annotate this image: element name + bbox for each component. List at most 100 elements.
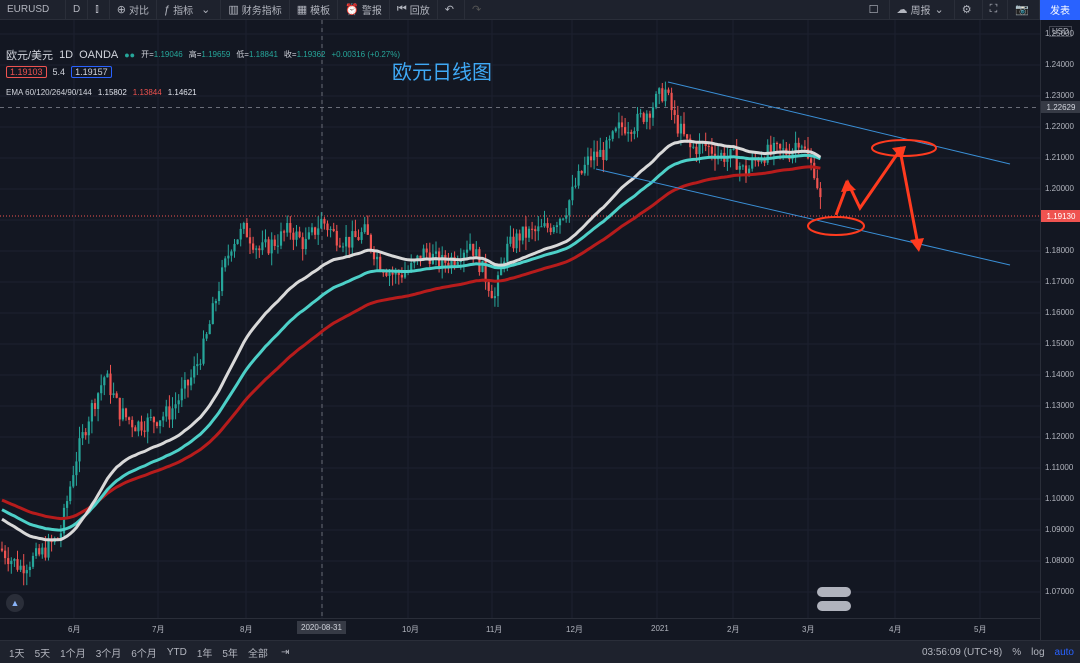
candle-body: [633, 131, 636, 134]
percent-toggle[interactable]: %: [1012, 646, 1022, 658]
fullscreen-button[interactable]: ⛶: [983, 0, 1009, 20]
range-button[interactable]: 5年: [222, 648, 238, 660]
ask-price-button[interactable]: 1.19157: [71, 65, 112, 78]
range-button[interactable]: 1天: [9, 648, 25, 660]
candle-body: [35, 548, 38, 556]
candle-body: [608, 138, 611, 141]
candle-body: [456, 262, 459, 265]
candle-body: [317, 228, 320, 235]
candle-body: [270, 239, 273, 254]
candle-body: [168, 406, 171, 420]
legend-pair[interactable]: 欧元/美元: [6, 49, 54, 62]
candle-body: [775, 142, 779, 145]
candle-body: [152, 417, 155, 423]
last-price-tag: 1.19130: [1041, 210, 1080, 222]
ema-indicator-label[interactable]: EMA 60/120/264/90/144: [6, 88, 92, 97]
bid-price-button[interactable]: 1.19103: [6, 65, 47, 78]
tradingview-logo[interactable]: ▲: [6, 594, 24, 612]
range-button[interactable]: YTD: [166, 646, 187, 658]
chart-pane[interactable]: 欧元/美元 1D OANDA ●● 开= 1.19046 高= 1.19659 低=…: [0, 20, 1040, 642]
redo-button[interactable]: ↷: [465, 0, 491, 20]
price-tick-label: 1.10000: [1045, 494, 1074, 503]
candle-body: [44, 547, 47, 558]
candle-body: [351, 231, 354, 248]
candle-body: [661, 88, 664, 102]
financials-button[interactable]: ▥ 财务指标: [221, 0, 290, 20]
candle-body: [295, 231, 298, 240]
candle-body: [329, 228, 332, 231]
candle-body: [394, 272, 397, 275]
candle-body: [388, 272, 391, 276]
candle-body: [397, 272, 400, 275]
candle-body: [732, 148, 735, 150]
candle-body: [134, 427, 137, 432]
candle-body: [605, 140, 608, 160]
templates-button[interactable]: ▦ 模板: [290, 0, 339, 20]
alert-button[interactable]: ⏰ 警报: [338, 0, 390, 20]
publish-button[interactable]: 发表: [1040, 0, 1080, 20]
candle-body: [320, 218, 323, 229]
candle-body: [568, 200, 571, 216]
visibility-icon[interactable]: ●●: [124, 49, 136, 60]
candle-body: [593, 151, 596, 161]
replay-button[interactable]: ⏮ 回放: [390, 0, 438, 20]
ema-fast-line: [1, 139, 822, 542]
range-button[interactable]: 3个月: [95, 648, 122, 660]
chart-legend: 欧元/美元 1D OANDA ●● 开= 1.19046 高= 1.19659 低=…: [6, 46, 406, 101]
chart-title-annotation[interactable]: 欧元日线图: [392, 60, 492, 84]
symbol-search[interactable]: EURUSD: [0, 0, 66, 20]
candle-body: [571, 186, 574, 201]
candle-body: [376, 256, 379, 260]
settings-button[interactable]: ⚙: [955, 0, 983, 20]
legend-broker: OANDA: [79, 48, 119, 61]
legend-quote-row: 1.19103 5.4 1.19157: [6, 63, 406, 80]
legend-low: 1.18841: [248, 50, 278, 59]
bar-style-button[interactable]: ⫾: [88, 0, 110, 20]
undo-button[interactable]: ↶: [438, 0, 465, 20]
event-markers[interactable]: [817, 587, 851, 617]
candle-body: [345, 236, 348, 247]
candle-body: [196, 364, 199, 367]
candle-body: [106, 373, 109, 378]
range-button[interactable]: 全部: [247, 648, 268, 660]
candle-body: [109, 373, 112, 396]
candle-body: [391, 272, 394, 275]
candle-body: [357, 237, 360, 240]
chevron-down-icon: ⌄: [934, 4, 944, 16]
range-button[interactable]: 1个月: [60, 648, 86, 660]
candle-body: [651, 107, 655, 118]
clock-display[interactable]: 03:56:09 (UTC+8): [921, 646, 1003, 658]
goto-date-icon[interactable]: ⇥: [280, 646, 290, 658]
top-toolbar: EURUSD D ⫾ ⊕ 对比 ƒ 指标 ⌄ ▥ 财务指标 ▦ 模板 ⏰ 警报 ⏮ 回放 ↶ …: [0, 0, 1080, 20]
price-axis[interactable]: USD 1.25000 1.24000 1.23000 1.22000 1.21000 1…: [1040, 20, 1080, 642]
candle-body: [664, 89, 667, 102]
price-tick-label: 1.12000: [1045, 432, 1074, 441]
range-button[interactable]: 6个月: [131, 648, 157, 660]
indicators-button[interactable]: ƒ 指标 ⌄: [157, 0, 222, 20]
price-chart-canvas[interactable]: [0, 20, 1040, 618]
candle-body: [813, 162, 816, 179]
time-axis[interactable]: 6月 7月 8月 2020-08-31 10月 11月 12月 2021 2月 3月 4月 5月: [0, 618, 1040, 640]
alert-label: 警报: [361, 6, 382, 17]
candle-body: [676, 114, 679, 134]
candle-body: [558, 218, 562, 226]
candle-body: [416, 255, 419, 261]
range-button[interactable]: 5天: [34, 648, 51, 660]
candle-body: [434, 251, 438, 254]
log-toggle[interactable]: log: [1031, 646, 1045, 658]
snapshot-button[interactable]: 📷: [1008, 0, 1040, 20]
saved-layout-button[interactable]: ☁ 周报 ⌄: [890, 0, 955, 20]
compare-button[interactable]: ⊕ 对比: [110, 0, 157, 20]
currency-label[interactable]: USD: [1049, 26, 1072, 37]
candle-body: [611, 131, 614, 139]
range-button[interactable]: 1年: [196, 648, 213, 660]
rewind-icon: ⏮: [396, 3, 407, 15]
candle-body: [155, 422, 159, 427]
auto-toggle[interactable]: auto: [1054, 646, 1074, 658]
candle-body: [459, 260, 462, 263]
layout-select-button[interactable]: ☐: [862, 0, 890, 20]
candle-body: [698, 142, 701, 155]
interval-button[interactable]: D: [66, 0, 89, 20]
candle-body: [224, 258, 227, 268]
price-tick-label: 1.13000: [1045, 401, 1074, 410]
